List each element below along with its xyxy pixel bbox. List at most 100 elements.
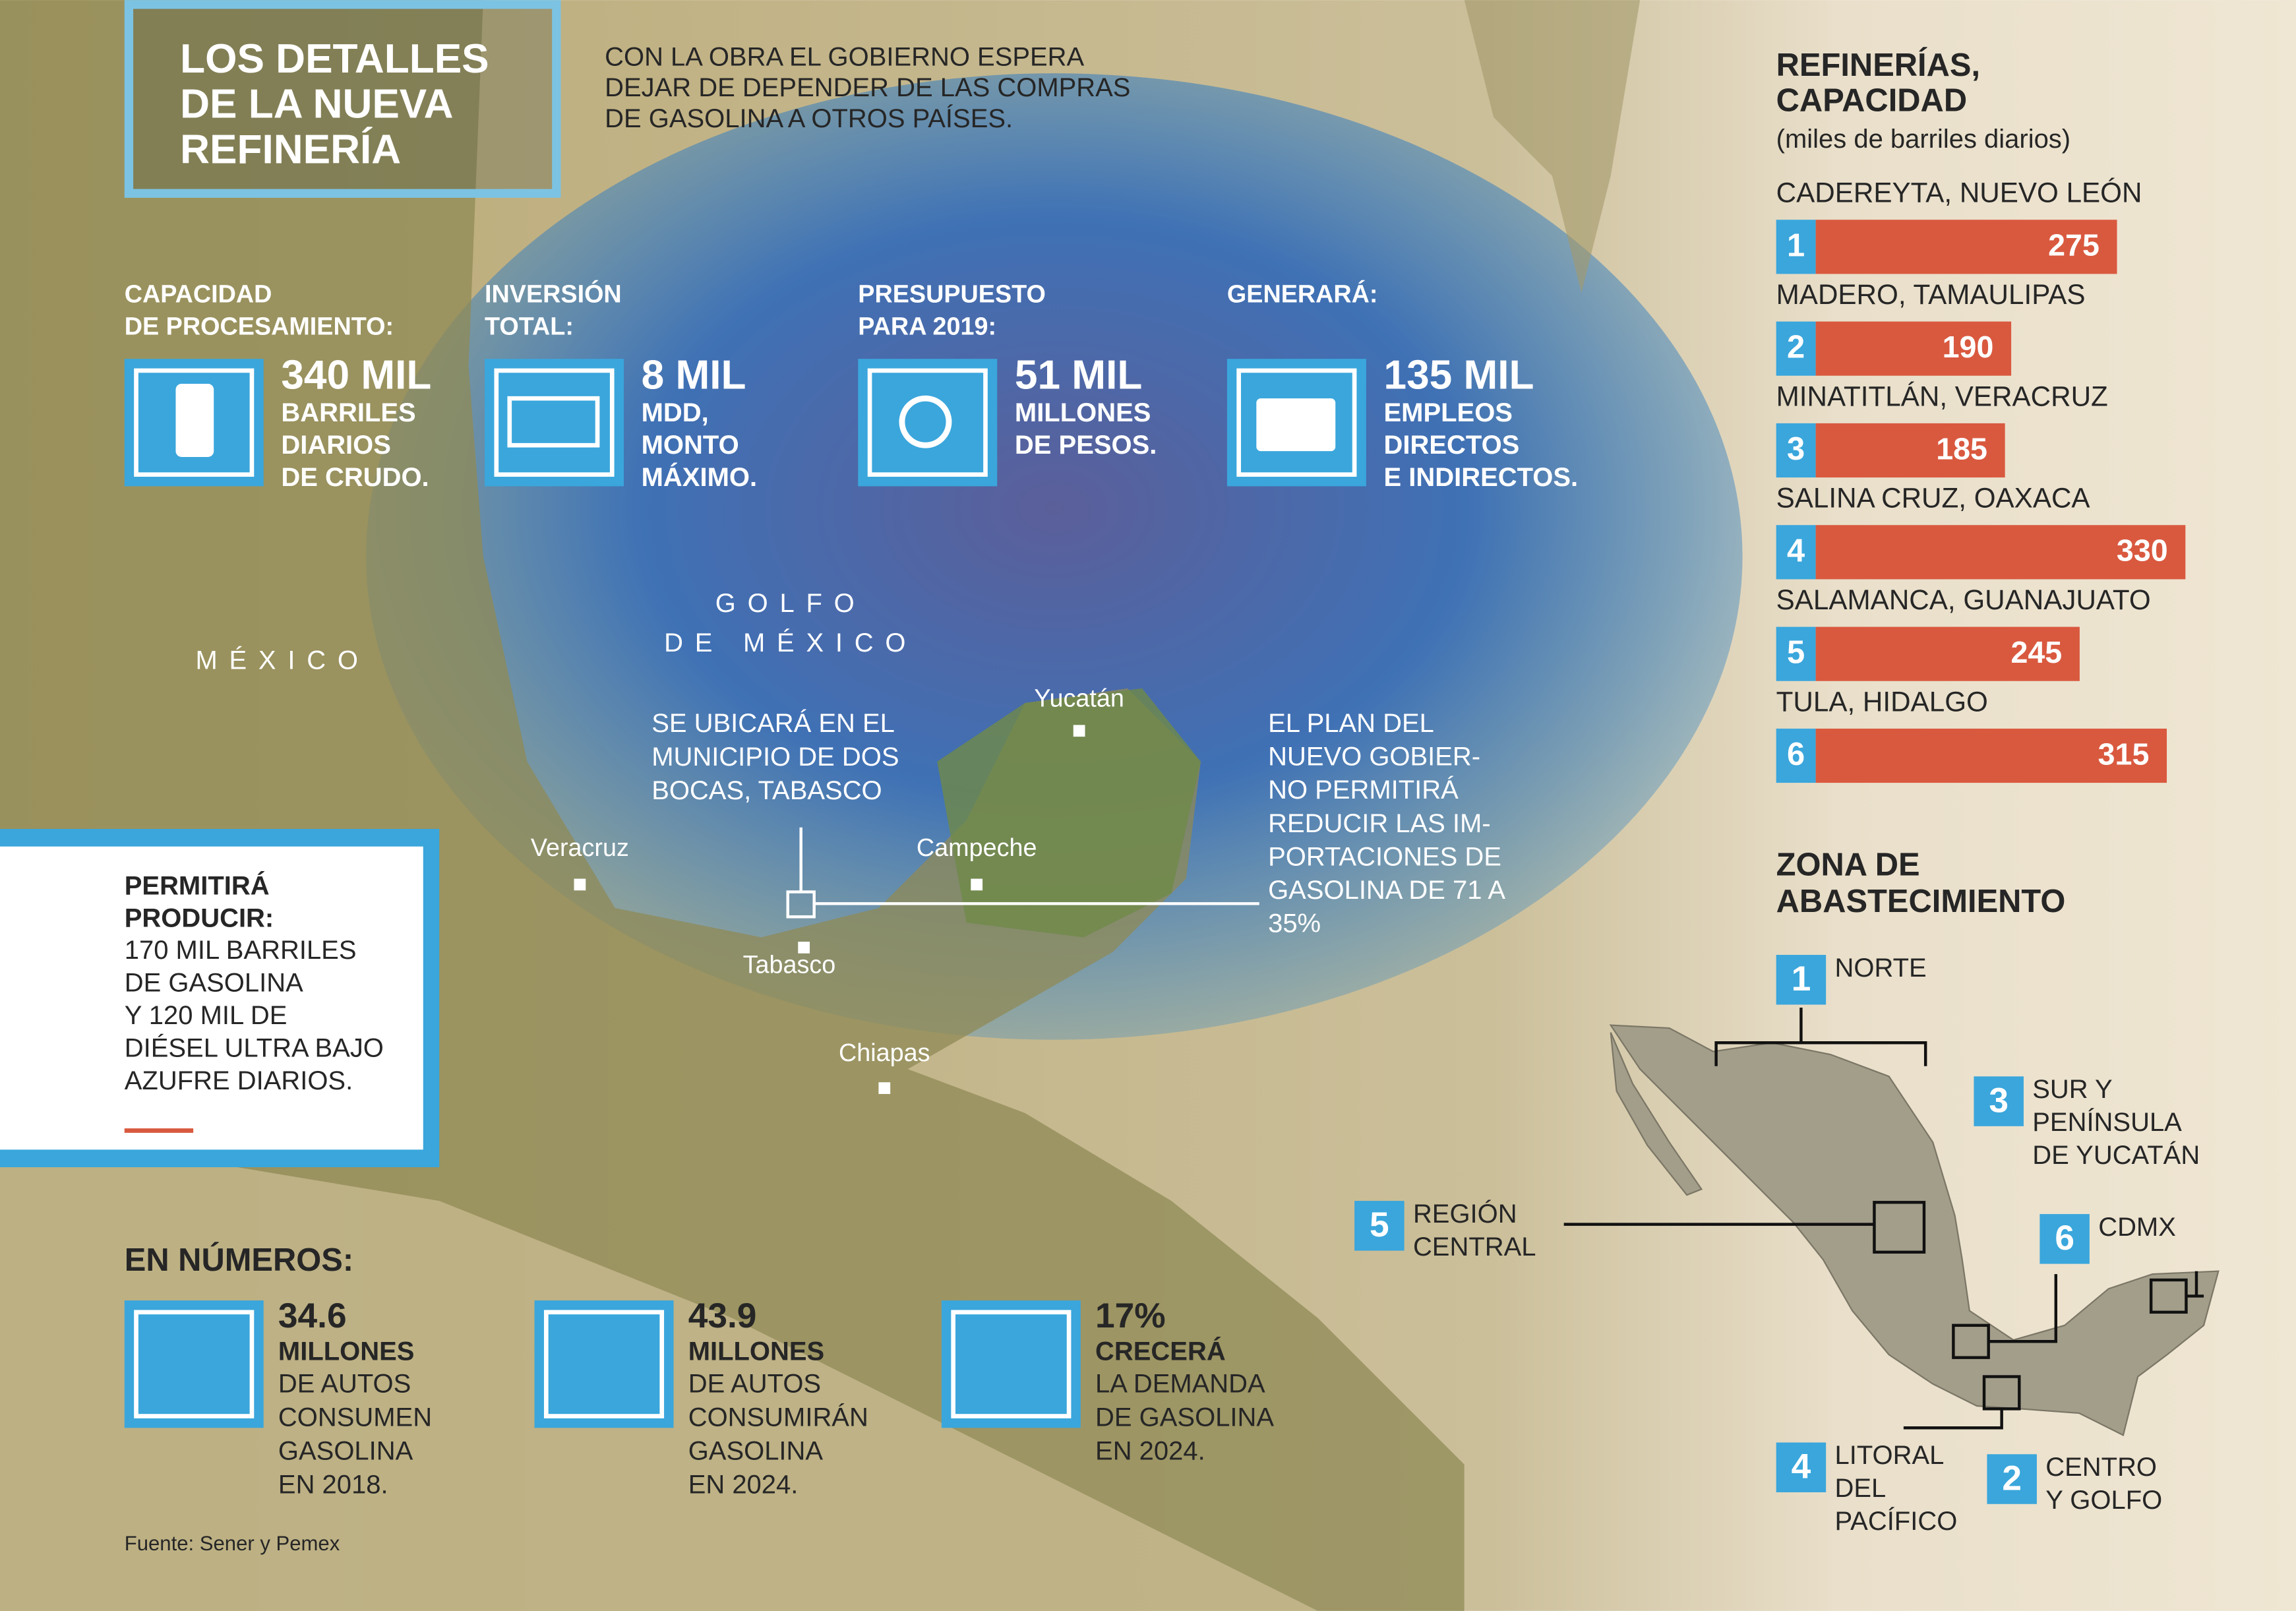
number-icon-frame [951, 1310, 1072, 1418]
stat-icon-frame [134, 368, 255, 477]
zone-box [1987, 1454, 2037, 1504]
stat-value: 51 MIL [1015, 352, 1142, 398]
icon-briefcase [1256, 398, 1336, 452]
number-label: MILLONES [688, 1337, 825, 1366]
stat-detail: MILLONES [1015, 398, 1151, 427]
production-text: DE GASOLINA [125, 969, 303, 998]
number-text: CONSUMIRÁN [688, 1403, 868, 1432]
zones-title: ZONA DE [1776, 847, 1920, 883]
zone-label: DEL [1834, 1474, 1886, 1503]
rank: 5 [1787, 635, 1805, 671]
intro: DEJAR DE DEPENDER DE LAS COMPRAS [605, 73, 1130, 102]
stat-detail: E INDIRECTOS. [1384, 463, 1579, 492]
intro: DE GASOLINA A OTROS PAÍSES. [605, 104, 1013, 133]
zone-label: PACÍFICO [1834, 1506, 1957, 1536]
zone-number: 2 [2002, 1459, 2022, 1498]
refinery-name: CADEREYTA, NUEVO LEÓN [1776, 177, 2142, 208]
florida [1464, 0, 1641, 293]
rank-box [1776, 423, 1816, 478]
production-title: PRODUCIR: [125, 903, 274, 932]
refinery-name: SALAMANCA, GUANAJUATO [1776, 584, 2151, 615]
number-text: EN 2018. [278, 1471, 388, 1500]
plan-note: EL PLAN DEL [1268, 709, 1434, 738]
refinery-name: MADERO, TAMAULIPAS [1776, 279, 2086, 310]
zone-label: NORTE [1834, 954, 1926, 983]
number-text: DE AUTOS [688, 1369, 821, 1398]
city-label: Veracruz [531, 834, 629, 861]
bar [1815, 525, 2186, 580]
zone-label: DE YUCATÁN [2032, 1140, 2200, 1170]
stat-icon-frame [1236, 368, 1357, 477]
stat-icon-frame [867, 368, 988, 477]
zone-label: Y GOLFO [2045, 1486, 2162, 1515]
bar [1815, 728, 2167, 783]
location-note: MUNICIPIO DE DOS [651, 743, 899, 772]
number-text: GASOLINA [278, 1437, 413, 1466]
mexico-outline [1609, 1024, 2220, 1436]
stat-detail: DIARIOS [281, 431, 391, 460]
gulf-label: GOLFO [715, 589, 866, 618]
number-label: MILLONES [278, 1337, 415, 1366]
stat-icon [858, 359, 998, 487]
title: REFINERÍA [180, 127, 401, 173]
number-text: DE GASOLINA [1095, 1403, 1274, 1432]
stat-label: PARA 2019: [858, 313, 996, 340]
rank-box [1776, 626, 1816, 681]
refineries-title: CAPACIDAD [1776, 82, 1967, 118]
rank-box [1776, 220, 1816, 274]
stat-detail: MONTO [642, 431, 739, 460]
rank-box [1776, 321, 1816, 376]
plan-note: NO PERMITIRÁ [1268, 775, 1459, 805]
stat-label: TOTAL: [485, 313, 574, 340]
title-frame [124, 0, 561, 198]
zone-number: 5 [1370, 1205, 1389, 1244]
bar [1815, 220, 2117, 274]
bar-value: 330 [2117, 533, 2168, 568]
rank: 4 [1787, 533, 1805, 568]
bar-value: 185 [1936, 431, 1987, 466]
production-box [0, 846, 423, 1150]
numbers-title: EN NÚMEROS: [125, 1242, 353, 1278]
zone-number: 4 [1792, 1447, 1811, 1486]
bar-value: 245 [2010, 635, 2062, 669]
title: LOS DETALLES [180, 36, 489, 82]
stat-detail: MDD, [642, 398, 709, 427]
production-text: 170 MIL BARRILES [125, 936, 357, 965]
stat-label: INVERSIÓN [485, 280, 622, 308]
gulf [366, 73, 1743, 1040]
city-label: Yucatán [1034, 684, 1124, 712]
production-text: AZUFRE DIARIOS. [125, 1066, 353, 1095]
zone-label: PENÍNSULA [2032, 1107, 2182, 1137]
refineries-title: REFINERÍAS, [1776, 47, 1980, 83]
bar-value: 315 [2098, 737, 2150, 771]
number-label: CRECERÁ [1095, 1336, 1226, 1366]
stat-detail: BARRILES [281, 398, 415, 427]
production-text: Y 120 MIL DE [125, 1001, 287, 1030]
stat-icon-frame [494, 368, 615, 477]
stat-value: 340 MIL [281, 352, 431, 398]
refinery-name: SALINA CRUZ, OAXACA [1776, 483, 2091, 514]
stat-detail: MÁXIMO. [642, 462, 757, 492]
bar-value: 190 [1943, 330, 1994, 364]
number-icon [941, 1300, 1081, 1428]
rank: 1 [1787, 228, 1805, 263]
city-label: Tabasco [743, 951, 836, 979]
plan-note: REDUCIR LAS IM- [1268, 809, 1491, 838]
stat-label: GENERARÁ: [1227, 280, 1378, 308]
source: Fuente: Sener y Pemex [125, 1532, 340, 1555]
zone-label: CENTRAL [1413, 1232, 1536, 1261]
zone-label: LITORAL [1834, 1441, 1944, 1470]
icon-barrel [175, 383, 214, 457]
location-note: BOCAS, TABASCO [651, 776, 882, 805]
stat-label: DE PROCESAMIENTO: [125, 313, 394, 340]
rank: 3 [1787, 431, 1805, 467]
number-text: LA DEMANDA [1095, 1369, 1265, 1398]
zone-label: CDMX [2098, 1213, 2176, 1242]
zone-box [1776, 955, 1827, 1005]
number-icon-frame [543, 1310, 665, 1418]
rank-box [1776, 728, 1816, 783]
city-label: Chiapas [839, 1039, 930, 1066]
plan-note: 35% [1268, 909, 1321, 938]
plan-note: NUEVO GOBIER- [1268, 743, 1480, 772]
